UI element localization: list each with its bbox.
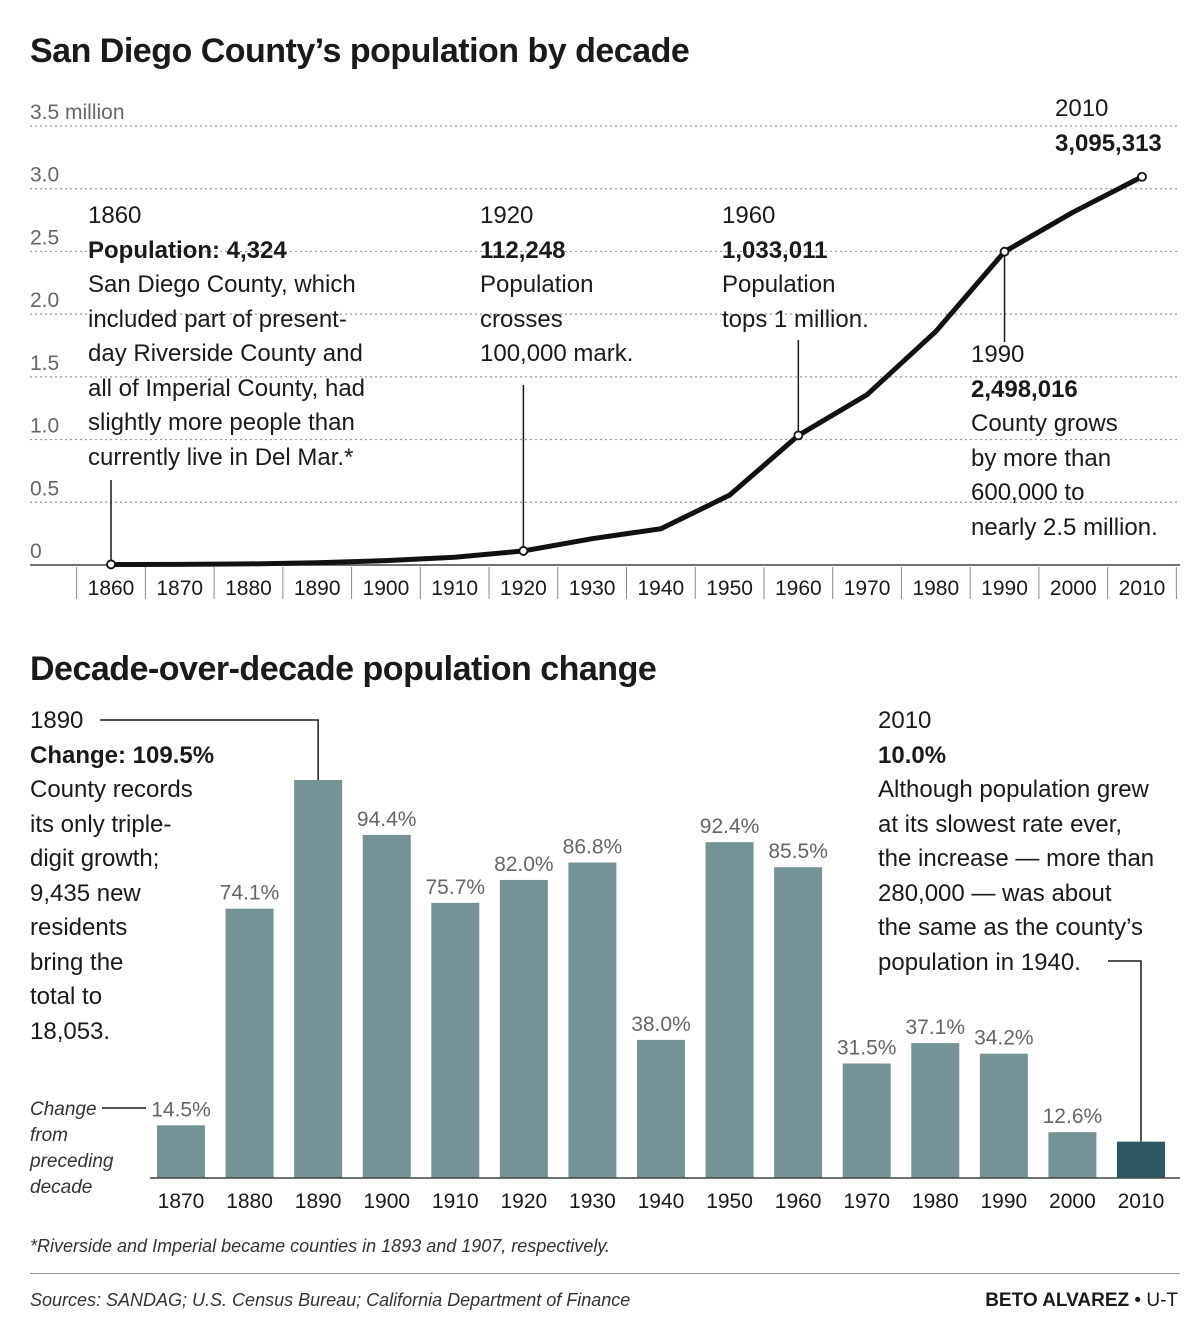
- bar-data-label: 92.4%: [700, 815, 760, 838]
- credit: BETO ALVAREZ • U-T: [985, 1290, 1178, 1312]
- annotation-1860: 1860 Population: 4,324 San Diego County,…: [88, 202, 366, 471]
- bar-category-label: 1990: [980, 1190, 1027, 1213]
- bar-data-label: 34.2%: [974, 1027, 1034, 1050]
- bar-1970: [842, 1063, 891, 1178]
- bar-1910: [431, 902, 480, 1178]
- y-tick-label: 1.5: [30, 352, 59, 375]
- y-tick-label: 0.5: [30, 477, 59, 500]
- bar-1890: [294, 780, 343, 1178]
- line-point-1960: [793, 430, 804, 441]
- credit-name: BETO ALVAREZ: [985, 1290, 1130, 1311]
- footer-divider: [30, 1273, 1180, 1274]
- bar-1950: [705, 842, 754, 1178]
- credit-org: U-T: [1146, 1290, 1178, 1311]
- y-tick-label: 0: [30, 540, 42, 563]
- y-tick-label: 2.0: [30, 289, 59, 312]
- x-tick-label: 1890: [294, 577, 341, 600]
- population-line: [108, 174, 1145, 567]
- bar-data-label: 37.1%: [905, 1016, 965, 1039]
- bar-category-label: 2000: [1049, 1190, 1096, 1213]
- bar-data-label: 86.8%: [563, 836, 623, 859]
- bar-1920: [499, 879, 548, 1178]
- annotation-1960: 1960 1,033,011 Population tops 1 million…: [722, 202, 869, 333]
- x-tick-label: 1880: [225, 577, 272, 600]
- callout-leader: [1108, 960, 1142, 1142]
- bar-category-label: 1960: [775, 1190, 822, 1213]
- x-tick-label: 1930: [569, 577, 616, 600]
- bar-category-label: 1870: [158, 1190, 205, 1213]
- bar-1980: [911, 1043, 960, 1178]
- x-tick-label: 1990: [981, 577, 1028, 600]
- bar-data-label: 94.4%: [357, 808, 417, 831]
- y-tick-label: 3.5 million: [30, 101, 125, 124]
- y-tick-label: 3.0: [30, 164, 59, 187]
- bar-data-label: 14.5%: [151, 1098, 211, 1121]
- bar-data-label: 31.5%: [837, 1037, 897, 1060]
- footnote: *Riverside and Imperial became counties …: [30, 1236, 610, 1256]
- annotation-bar-1890: 1890 Change: 109.5% County records its o…: [30, 707, 215, 1045]
- bar-2000: [1048, 1132, 1097, 1178]
- bar-1960: [774, 867, 823, 1178]
- bar-data-label: 82.0%: [494, 853, 554, 876]
- bar-data-label: 75.7%: [426, 876, 486, 899]
- bar-2010: [1116, 1141, 1165, 1178]
- x-tick-label: 1960: [775, 577, 822, 600]
- bar-category-label: 1910: [432, 1190, 479, 1213]
- sources: Sources: SANDAG; U.S. Census Bureau; Cal…: [30, 1290, 631, 1310]
- x-tick-label: 1870: [156, 577, 203, 600]
- line-point-1990: [999, 246, 1010, 257]
- x-tick-label: 2000: [1050, 577, 1097, 600]
- x-tick-label: 1910: [431, 577, 478, 600]
- y-tick-label: 2.5: [30, 226, 59, 249]
- bar-category-label: 2010: [1118, 1190, 1165, 1213]
- bar-category-label: 1970: [843, 1190, 890, 1213]
- x-tick-label: 1920: [500, 577, 547, 600]
- x-tick-label: 1970: [844, 577, 891, 600]
- bar-1940: [636, 1039, 685, 1178]
- line-chart-title: San Diego County’s population by decade: [30, 32, 690, 70]
- x-tick-label: 1940: [638, 577, 685, 600]
- annotation-bar-2010: 2010 10.0% Although population grew at i…: [878, 707, 1155, 976]
- annotation-1920: 1920 112,248 Population crosses 100,000 …: [480, 202, 634, 367]
- bar-axis-label: Change from preceding decade: [30, 1099, 114, 1198]
- bar-category-label: 1930: [569, 1190, 616, 1213]
- x-tick-label: 2010: [1119, 577, 1166, 600]
- x-tick-label: 1860: [88, 577, 135, 600]
- bar-category-label: 1940: [638, 1190, 685, 1213]
- credit-sep: •: [1134, 1290, 1142, 1311]
- bar-category-label: 1900: [363, 1190, 410, 1213]
- bar-chart-title: Decade-over-decade population change: [30, 650, 657, 688]
- bar-data-label: 12.6%: [1043, 1105, 1103, 1128]
- bar-1900: [362, 834, 411, 1178]
- bar-1880: [225, 908, 274, 1178]
- line-point-1920: [518, 546, 529, 556]
- x-tick-label: 1950: [706, 577, 753, 600]
- bar-category-label: 1920: [500, 1190, 547, 1213]
- annotation-2010: 2010 3,095,313: [1055, 95, 1162, 157]
- bar-category-label: 1880: [226, 1190, 273, 1213]
- bar-1930: [568, 862, 617, 1178]
- bar-category-label: 1980: [912, 1190, 959, 1213]
- x-tick-label: 1900: [363, 577, 410, 600]
- bar-data-label: 38.0%: [631, 1013, 691, 1036]
- y-tick-label: 1.0: [30, 415, 59, 438]
- bar-1870: [157, 1125, 205, 1178]
- bar-data-label: 74.1%: [220, 882, 280, 905]
- annotation-1990: 1990 2,498,016 County grows by more than…: [971, 341, 1158, 541]
- bar-category-label: 1950: [706, 1190, 753, 1213]
- x-tick-label: 1980: [912, 577, 959, 600]
- bar-1990: [979, 1053, 1028, 1178]
- line-point-1860: [106, 559, 116, 570]
- bar-data-label: 85.5%: [768, 840, 828, 863]
- callout-leader: [100, 719, 319, 780]
- line-point-2010: [1137, 171, 1147, 182]
- bar-category-label: 1890: [295, 1190, 342, 1213]
